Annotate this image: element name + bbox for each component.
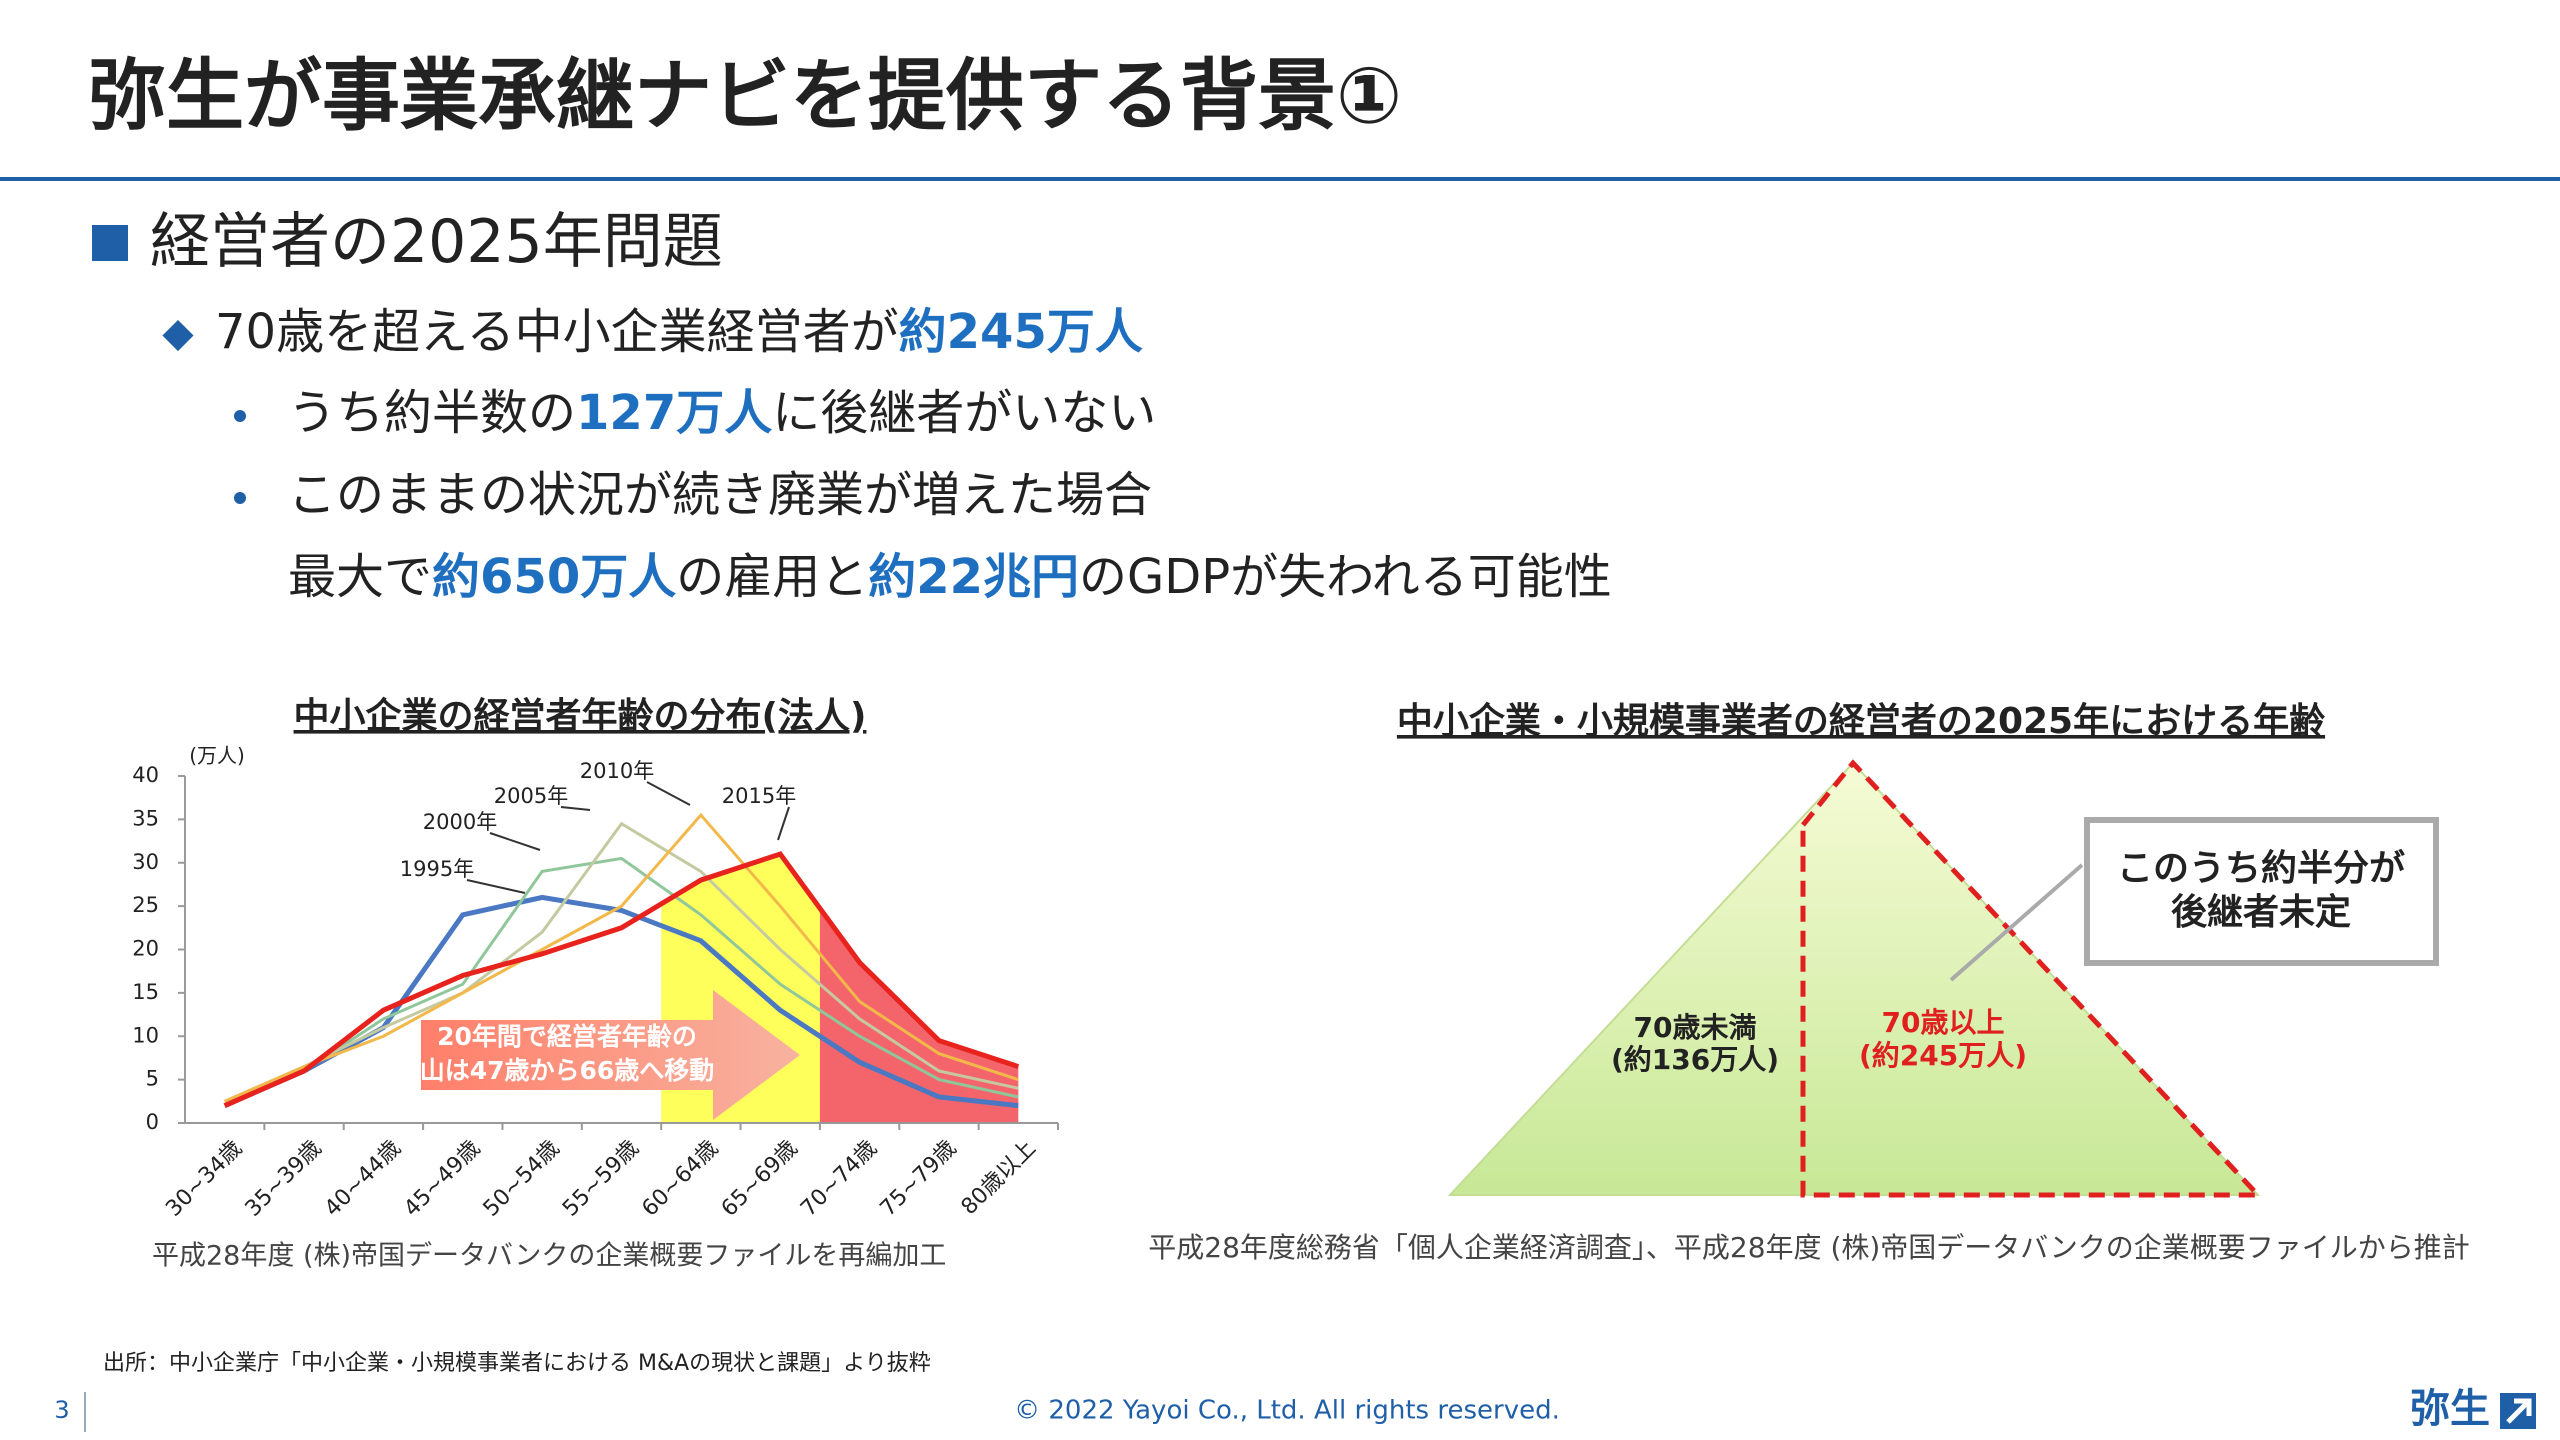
y-tick-label: 10 — [132, 1023, 159, 1047]
bullet-run: うち約半数の — [288, 385, 576, 441]
pyramid-label: (約245万人) — [1859, 1039, 2027, 1072]
y-tick-label: 40 — [132, 763, 159, 787]
x-tick-label: 70~74歳 — [796, 1136, 882, 1222]
y-tick-label: 35 — [132, 806, 159, 830]
y-tick-label: 0 — [146, 1110, 159, 1134]
bullet-text: 70歳を超える中小企業経営者が約245万人 — [215, 304, 1143, 360]
y-tick-label: 20 — [132, 937, 159, 961]
x-tick-label: 40~44歳 — [320, 1136, 406, 1222]
highlight-text: 127万人 — [576, 385, 772, 441]
series-label: 2010年 — [580, 759, 654, 783]
series-line — [223, 851, 1020, 1108]
callout-box — [2084, 817, 2439, 966]
page-number: 3 — [54, 1396, 69, 1424]
x-tick-label: 75~79歳 — [876, 1136, 962, 1222]
bullet-text: 最大で約650万人の雇用と約22兆円のGDPが失われる可能性 — [288, 549, 1612, 605]
series-label: 2005年 — [494, 784, 568, 808]
pyramid-diagram: 中小企業・小規模事業者の経営者の2025年における年齢 70歳未満 (約136万… — [1148, 700, 2469, 1264]
pyramid-title: 中小企業・小規模事業者の経営者の2025年における年齢 — [1397, 700, 2325, 742]
highlight-text: 約245万人 — [899, 304, 1143, 360]
bullet-run: の雇用と — [676, 549, 868, 605]
highlight-outline — [1800, 759, 2264, 1198]
bullet-list: 経営者の2025年問題 70歳を超える中小企業経営者が約245万人うち約半数の12… — [92, 207, 1612, 605]
y-tick-label: 5 — [146, 1067, 159, 1091]
logo: 弥生 — [2410, 1386, 2490, 1432]
bullet-text: 経営者の2025年問題 — [150, 207, 723, 277]
slide-title: 弥生が事業承継ナビを提供する背景① — [88, 51, 1402, 141]
bullet-run: のGDPが失われる可能性 — [1079, 549, 1612, 605]
series-line — [224, 812, 1019, 1103]
bullet-run: 最大で — [288, 549, 432, 605]
y-unit: (万人) — [189, 744, 245, 768]
x-tick-label: 65~69歳 — [717, 1136, 803, 1222]
x-tick-label: 45~49歳 — [399, 1136, 485, 1222]
callout-pointer — [1949, 863, 2084, 982]
copyright: © 2022 Yayoi Co., Ltd. All rights reserv… — [1014, 1396, 1560, 1426]
pyramid-label: (約136万人) — [1611, 1043, 1779, 1076]
bullet-run: 経営者の2025年問題 — [150, 207, 723, 277]
logo-arrow — [2506, 1398, 2532, 1424]
label-pointer — [646, 781, 691, 806]
bullet-dot — [234, 410, 246, 422]
annotation-text: 20年間で経営者年齢の — [437, 1022, 697, 1051]
series-label: 2000年 — [423, 810, 497, 834]
x-tick-label: 60~64歳 — [637, 1136, 723, 1222]
callout-text: このうち約半分が — [2117, 848, 2405, 889]
x-tick-label: 55~59歳 — [558, 1136, 644, 1222]
callout-text: 後継者未定 — [2171, 892, 2351, 933]
x-tick-label: 35~39歳 — [241, 1136, 327, 1222]
title-rule — [0, 177, 2560, 181]
label-pointer — [777, 806, 790, 841]
annotation-text: 山は47歳から66歳へ移動 — [420, 1056, 715, 1085]
series-line — [224, 856, 1019, 1103]
pyramid-label: 70歳以上 — [1882, 1006, 2005, 1039]
y-tick-label: 15 — [132, 980, 159, 1004]
label-pointer — [466, 879, 526, 894]
series-line — [224, 821, 1019, 1103]
bullet-diamond — [162, 320, 194, 352]
bullet-run: このままの状況が続き廃業が増えた場合 — [288, 467, 1152, 523]
label-pointer — [560, 806, 591, 811]
highlight-text: 約650万人 — [432, 549, 676, 605]
series-label: 1995年 — [400, 857, 474, 881]
chart-source: 平成28年度 (株)帝国データバンクの企業概要ファイルを再編加工 — [152, 1241, 946, 1272]
series-label: 2015年 — [722, 784, 796, 808]
highlight-text: 約22兆円 — [868, 549, 1079, 605]
bullet-run: に後継者がいない — [772, 385, 1156, 441]
x-tick-label: 30~34歳 — [161, 1136, 247, 1222]
annotation-arrow — [421, 990, 800, 1120]
bullet-text: このままの状況が続き廃業が増えた場合 — [288, 467, 1152, 523]
bullet-run: 70歳を超える中小企業経営者が — [215, 304, 899, 360]
footer-note: 出所：中小企業庁「中小企業・小規模事業者における M&Aの現状と課題」より抜粋 — [103, 1351, 931, 1376]
x-tick-label: 50~54歳 — [479, 1136, 565, 1222]
age-chart: 中小企業の経営者年齢の分布(法人) (万人) 0 5 10 15 20 25 30 35 40 30~… — [132, 695, 1059, 1272]
x-tick-label: 80歳以上 — [957, 1136, 1041, 1220]
bullet-dot — [234, 492, 246, 504]
y-tick-label: 30 — [132, 850, 159, 874]
bullet-square — [92, 225, 128, 261]
chart-title: 中小企業の経営者年齢の分布(法人) — [294, 695, 867, 737]
label-pointer — [489, 832, 541, 851]
pyramid-source: 平成28年度総務省「個人企業経済調査」、平成28年度 (株)帝国データバンクの企… — [1148, 1231, 2469, 1264]
pyramid-label: 70歳未満 — [1634, 1011, 1757, 1044]
bullet-text: うち約半数の127万人に後継者がいない — [288, 385, 1156, 441]
y-tick-label: 25 — [132, 893, 159, 917]
